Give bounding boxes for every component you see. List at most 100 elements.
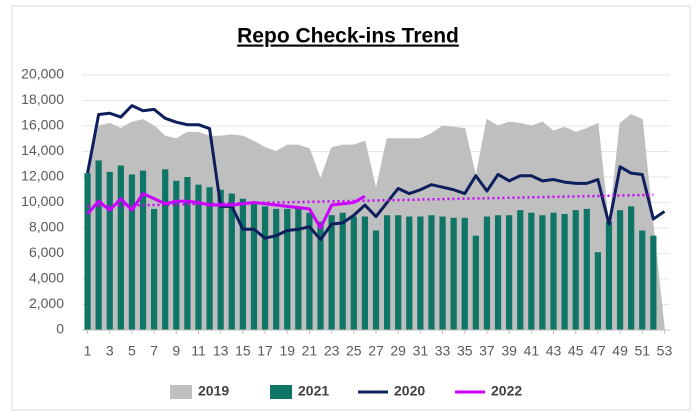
chart-title: Repo Check-ins Trend xyxy=(237,25,459,48)
bar xyxy=(594,252,601,330)
y-tick-label: 2,000 xyxy=(29,295,64,311)
area xyxy=(87,113,665,331)
bar xyxy=(173,180,180,330)
x-tick-label: 3 xyxy=(106,343,114,359)
bar xyxy=(539,215,546,330)
bar xyxy=(273,208,280,330)
bar xyxy=(84,173,91,330)
y-tick-label: 18,000 xyxy=(21,91,64,107)
legend-label: 2021 xyxy=(298,383,329,399)
bar xyxy=(239,198,246,330)
x-tick-label: 27 xyxy=(368,343,384,359)
line xyxy=(86,104,666,241)
y-tick-label: 16,000 xyxy=(21,117,64,133)
bar xyxy=(106,171,113,330)
bar xyxy=(250,202,258,330)
legend-label: 2022 xyxy=(491,383,522,399)
x-tick-label: 17 xyxy=(257,343,273,359)
bar xyxy=(395,215,402,330)
bar xyxy=(639,230,646,330)
bar xyxy=(483,216,491,330)
x-tick-label: 53 xyxy=(657,343,673,359)
x-tick-label: 25 xyxy=(346,343,362,359)
trendline xyxy=(87,193,654,208)
bar xyxy=(650,235,657,330)
x-tick-label: 51 xyxy=(634,343,650,359)
legend-swatch xyxy=(170,385,192,399)
x-tick-label: 35 xyxy=(457,343,473,359)
bar xyxy=(261,206,269,330)
bar xyxy=(128,174,136,330)
x-tick-label: 49 xyxy=(612,343,628,359)
bar xyxy=(217,189,224,330)
bar xyxy=(372,230,380,330)
bar xyxy=(472,235,479,330)
x-tick-label: 43 xyxy=(546,343,562,359)
bar xyxy=(328,215,335,330)
bar xyxy=(506,215,513,330)
bar xyxy=(428,215,435,330)
bar xyxy=(162,169,169,330)
bar xyxy=(561,213,568,330)
x-tick-label: 13 xyxy=(213,343,229,359)
bar xyxy=(450,217,457,330)
x-tick-label: 45 xyxy=(568,343,584,359)
x-tick-label: 15 xyxy=(235,343,251,359)
y-tick-label: 8,000 xyxy=(29,219,64,235)
bar xyxy=(383,215,391,330)
bar xyxy=(295,207,302,330)
bar xyxy=(461,217,468,330)
x-tick-label: 37 xyxy=(479,343,495,359)
bar xyxy=(206,187,213,330)
y-tick-label: 20,000 xyxy=(21,66,64,82)
y-tick-label: 0 xyxy=(56,321,64,337)
bar xyxy=(628,206,635,330)
bar xyxy=(339,212,346,330)
bar xyxy=(117,165,124,330)
bar xyxy=(306,212,313,330)
x-tick-label: 41 xyxy=(524,343,540,359)
y-tick-label: 4,000 xyxy=(29,270,64,286)
y-tick-label: 12,000 xyxy=(21,168,64,184)
bar xyxy=(151,208,158,330)
bar xyxy=(605,221,613,330)
x-tick-label: 31 xyxy=(413,343,429,359)
bar xyxy=(439,216,446,330)
x-tick-label: 21 xyxy=(302,343,318,359)
legend-label: 2019 xyxy=(198,383,229,399)
bar xyxy=(572,210,579,330)
x-tick-label: 7 xyxy=(150,343,158,359)
bar xyxy=(228,193,235,330)
bar xyxy=(139,170,147,330)
bar xyxy=(184,177,191,330)
bar xyxy=(350,216,357,330)
y-tick-label: 14,000 xyxy=(21,142,64,158)
bar xyxy=(494,215,502,330)
legend-label: 2020 xyxy=(394,383,425,399)
bar xyxy=(583,208,590,330)
x-tick-label: 19 xyxy=(279,343,295,359)
x-tick-label: 11 xyxy=(191,343,206,359)
bar xyxy=(550,212,557,330)
bar xyxy=(195,184,202,330)
bar xyxy=(361,216,369,330)
x-tick-label: 33 xyxy=(435,343,451,359)
bar xyxy=(284,208,291,330)
bar xyxy=(406,216,413,330)
x-tick-label: 29 xyxy=(390,343,406,359)
x-tick-label: 1 xyxy=(84,343,92,359)
bar xyxy=(528,212,535,330)
bar xyxy=(417,216,424,330)
line xyxy=(86,192,366,230)
x-tick-label: 47 xyxy=(590,343,606,359)
y-tick-label: 6,000 xyxy=(29,244,64,260)
x-tick-label: 5 xyxy=(128,343,136,359)
x-tick-label: 23 xyxy=(324,343,340,359)
y-tick-label: 10,000 xyxy=(21,193,64,209)
bar xyxy=(95,160,102,330)
bar xyxy=(517,210,524,330)
bar xyxy=(616,210,624,330)
x-tick-label: 9 xyxy=(172,343,180,359)
x-tick-label: 39 xyxy=(501,343,517,359)
